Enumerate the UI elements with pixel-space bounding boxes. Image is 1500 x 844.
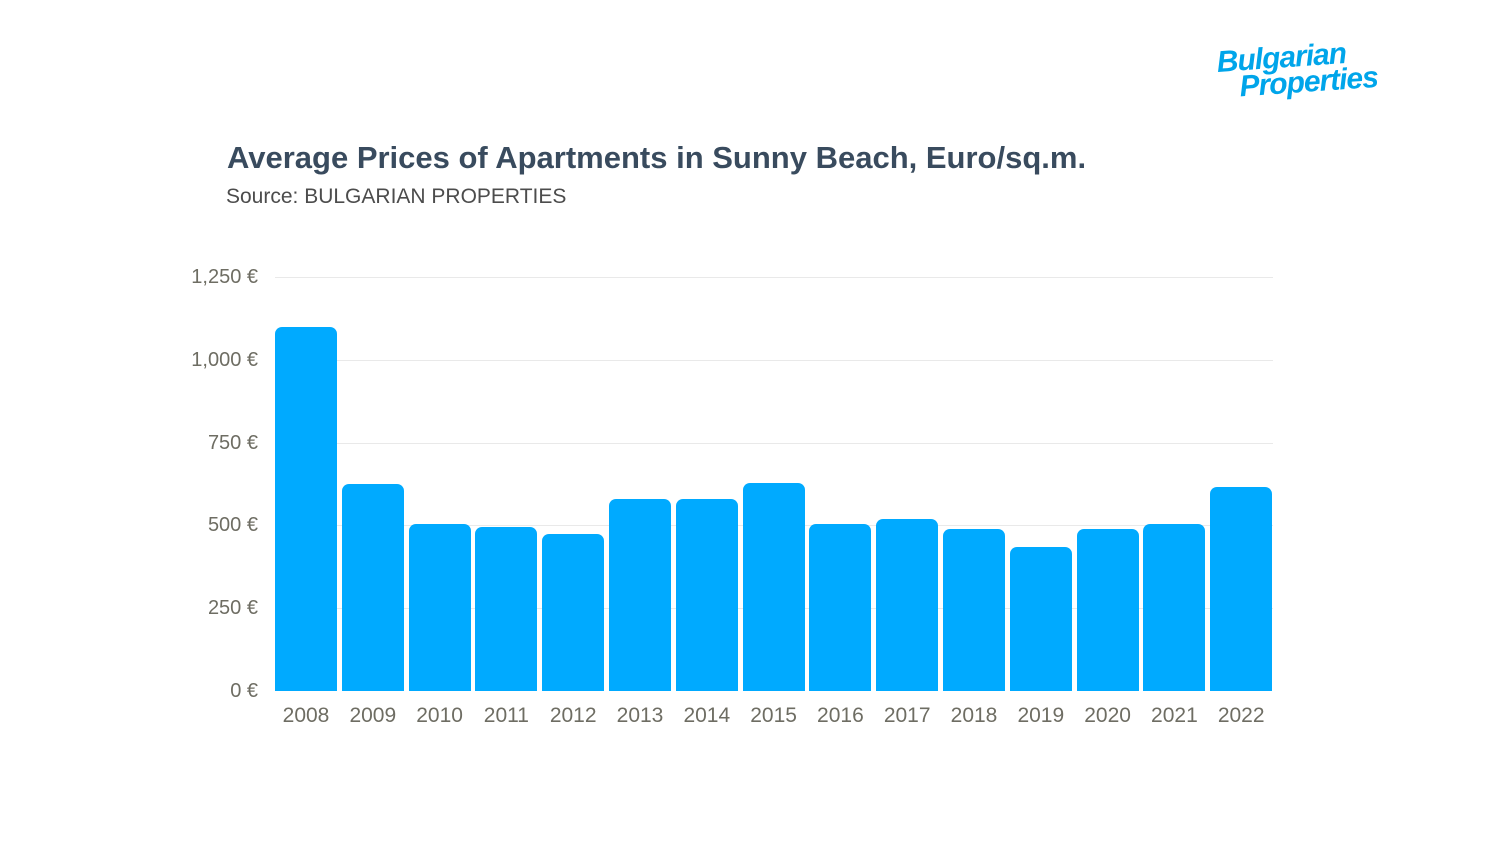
y-axis-label: 750 € (207, 431, 258, 454)
gridline (275, 442, 1273, 444)
x-axis-label: 2018 (950, 704, 998, 727)
bar-2010[interactable] (408, 523, 471, 691)
y-axis: 0 € 250 € 500 € 750 € 1,000 € 1,250 € (0, 0, 258, 844)
x-axis-label: 2009 (349, 704, 397, 727)
y-axis-label: 250 € (207, 597, 258, 620)
plot-area (275, 277, 1273, 691)
bar-2021[interactable] (1143, 523, 1206, 691)
bar-2018[interactable] (943, 528, 1005, 691)
bar-2016[interactable] (809, 523, 872, 691)
logo-line-2: Properties (1238, 60, 1379, 104)
bar-2019[interactable] (1009, 546, 1072, 691)
x-axis-label: 2013 (616, 704, 664, 727)
x-axis-label: 2010 (416, 704, 463, 727)
x-axis-label: 2020 (1084, 704, 1131, 727)
x-axis-label: 2017 (883, 704, 931, 727)
gridline (275, 277, 1273, 278)
x-axis-label: 2014 (683, 704, 731, 727)
x-axis-label: 2015 (750, 704, 797, 727)
bar-2013[interactable] (609, 498, 671, 691)
y-axis-label: 1,250 € (191, 266, 258, 288)
chart-source: Source: BULGARIAN PROPERTIES (226, 185, 567, 208)
x-axis-label: 2008 (282, 704, 330, 727)
x-axis-label: 2019 (1017, 704, 1065, 727)
bar-2012[interactable] (542, 533, 605, 691)
x-axis: 2008 2009 2010 2011 2012 2013 2014 2015 2016 2017… (0, 703, 1500, 733)
y-axis-label: 500 € (207, 514, 258, 537)
bulgarian-properties-logo: Bulgarian Properties (1216, 37, 1379, 104)
bar-2022[interactable] (1210, 487, 1273, 691)
x-axis-label: 2021 (1151, 704, 1198, 727)
bar-2017[interactable] (876, 518, 939, 691)
x-axis-label: 2016 (817, 704, 864, 727)
bar-2011[interactable] (475, 527, 538, 691)
bar-2015[interactable] (742, 483, 805, 691)
x-axis-label: 2012 (549, 704, 597, 727)
bar-2020[interactable] (1076, 529, 1139, 691)
x-axis-label: 2022 (1217, 704, 1265, 727)
y-axis-label: 0 € (230, 680, 258, 702)
bar-2008[interactable] (275, 326, 337, 691)
bar-2009[interactable] (341, 484, 404, 691)
chart-title: Average Prices of Apartments in Sunny Be… (227, 140, 1087, 175)
bar-2014[interactable] (675, 498, 738, 691)
x-axis-label: 2011 (483, 704, 529, 727)
y-axis-label: 1,000 € (191, 348, 258, 371)
gridline (275, 359, 1273, 361)
